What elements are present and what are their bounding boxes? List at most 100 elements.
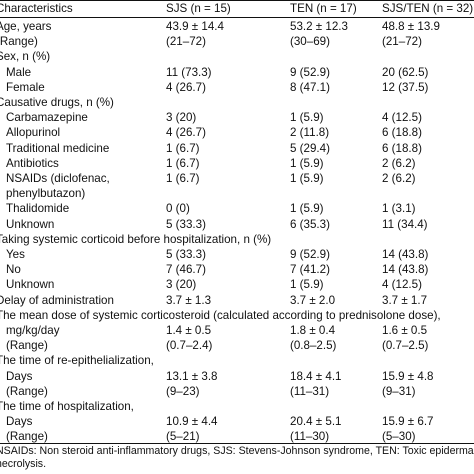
cell-sjs: (21–72) [166,35,206,49]
table-row: Days 10.9 ± 4.4 20.4 ± 5.1 15.9 ± 6.7 [0,415,474,429]
cell-sjs: 5 (33.3) [166,217,206,231]
cell-sjs-ten: (0.7–2.5) [382,339,429,353]
cell-sjs-ten: 2 (6.2) [382,156,416,170]
table-row: Unknown 3 (20) 1 (5.9) 4 (12.5) [0,278,474,292]
cell-ten: 1 (5.9) [290,202,324,216]
table-row: No 7 (46.7) 7 (41.2) 14 (43.8) [0,263,474,277]
footnote-line-1: NSAIDs: Non steroid anti-inflammatory dr… [0,445,474,457]
cell-ten: 1 (5.9) [290,278,324,292]
cell-sjs-ten: 1 (3.1) [382,202,416,216]
table-row: The mean dose of systemic corticosteroid… [0,309,474,323]
cell-ten: 7 (41.2) [290,263,330,277]
footnote-line-2: necrolysis. [0,458,47,470]
cell-sjs-ten: 11 (34.4) [382,217,428,231]
cell-sjs-ten: 15.9 ± 4.8 [382,369,434,383]
row-label: Female [6,80,45,94]
row-label: The time of re-epithelialization, [0,354,154,368]
cell-sjs: 3 (20) [166,278,197,292]
row-label: (Range) [6,339,48,353]
table-row: Days 13.1 ± 3.8 18.4 ± 4.1 15.9 ± 4.8 [0,370,474,384]
cell-sjs: 13.1 ± 3.8 [166,369,218,383]
cell-sjs: (9–23) [166,384,200,398]
row-label: Days [6,415,33,429]
cell-sjs: 1 (6.7) [166,156,200,170]
table-row: (Range) (5–21) (11–30) (5–30) [0,430,474,444]
cell-sjs-ten: 12 (37.5) [382,80,429,94]
cell-ten: 9 (52.9) [290,248,330,261]
row-label: Unknown [6,217,55,231]
cell-sjs: 5 (33.3) [166,248,206,261]
table-row: The time of re-epithelialization, [0,354,474,368]
cell-ten: 1 (5.9) [290,111,324,125]
table-row: phenylbutazon) [0,187,474,201]
row-label: phenylbutazon) [6,187,86,201]
cell-sjs-ten: 3.7 ± 1.7 [382,293,428,307]
row-label: No [6,263,21,277]
row-label: Antibiotics [6,156,59,170]
row-label: Days [6,369,33,383]
row-label: (Range) [6,430,48,444]
table-row: (Range) (9–23) (11–31) (9–31) [0,385,474,399]
cell-ten: 2 (11.8) [290,126,330,140]
cell-ten: 1.8 ± 0.4 [290,324,336,337]
table-row: Female 4 (26.7) 8 (47.1) 12 (37.5) [0,81,474,95]
cell-sjs-ten: 4 (12.5) [382,111,422,125]
row-label: Unknown [6,278,55,292]
cell-sjs-ten: 6 (18.8) [382,141,422,155]
table-row: (Range) (0.7–2.4) (0.8–2.5) (0.7–2.5) [0,339,474,353]
cell-sjs-ten: (5–30) [382,430,416,444]
header-rule [0,17,474,18]
table-row: Age, years 43.9 ± 14.4 53.2 ± 12.3 48.8 ± 1… [0,20,474,34]
row-label: NSAIDs (diclofenac, [6,172,110,185]
row-label: Yes [6,248,25,261]
cell-ten: 1 (5.9) [290,172,324,185]
cell-sjs: 11 (73.3) [166,65,212,79]
cell-sjs-ten: (21–72) [382,35,422,49]
row-label: Traditional medicine [6,141,110,155]
cell-ten: 53.2 ± 12.3 [290,20,348,33]
cell-sjs: (0.7–2.4) [166,339,213,353]
cell-ten: 18.4 ± 4.1 [290,369,342,383]
cell-sjs: (5–21) [166,430,200,444]
cell-ten: 8 (47.1) [290,80,330,94]
cell-sjs: 1.4 ± 0.5 [166,324,212,337]
table-row: mg/kg/day 1.4 ± 0.5 1.8 ± 0.4 1.6 ± 0.5 [0,324,474,338]
cell-sjs: 7 (46.7) [166,263,206,277]
row-label: Age, years [0,20,52,33]
cell-ten: 1 (5.9) [290,156,324,170]
row-label: Taking systemic corticoid before hospita… [0,232,272,246]
cell-sjs: 43.9 ± 14.4 [166,20,224,33]
cell-sjs-ten: 6 (18.8) [382,126,422,140]
cell-ten: 6 (35.3) [290,217,330,231]
cell-sjs-ten: 14 (43.8) [382,263,429,277]
table-row: Unknown 5 (33.3) 6 (35.3) 11 (34.4) [0,218,474,232]
table-row: Allopurinol 4 (26.7) 2 (11.8) 6 (18.8) [0,126,474,140]
row-label: Carbamazepine [6,111,88,125]
cell-sjs-ten: 2 (6.2) [382,172,416,185]
cell-sjs-ten: 20 (62.5) [382,65,429,79]
cell-ten: 3.7 ± 2.0 [290,293,336,307]
cell-sjs-ten: 15.9 ± 6.7 [382,415,434,429]
cell-ten: 5 (29.4) [290,141,330,155]
cell-sjs: 0 (0) [166,202,190,216]
table-row: Delay of administration 3.7 ± 1.3 3.7 ± 2.… [0,294,474,308]
table-row: Taking systemic corticoid before hospita… [0,233,474,247]
bottom-rule [0,443,474,444]
table-row: (Range) (21–72) (30–69) (21–72) [0,35,474,49]
row-label: mg/kg/day [6,324,60,337]
header-characteristics: Characteristics [0,2,73,15]
cell-sjs-ten: (9–31) [382,384,416,398]
cell-sjs-ten: 14 (43.8) [382,248,429,261]
table-row: Carbamazepine 3 (20) 1 (5.9) 4 (12.5) [0,111,474,125]
header-ten: TEN (n = 17) [290,2,357,15]
row-label: (Range) [6,384,48,398]
cell-sjs: 4 (26.7) [166,126,206,140]
row-label: Sex, n (%) [0,50,51,64]
top-rule [0,0,474,1]
table-row: The time of hospitalization, [0,400,474,414]
cell-sjs-ten: 48.8 ± 13.9 [382,20,440,33]
cell-sjs: 10.9 ± 4.4 [166,415,218,429]
table-row: Traditional medicine 1 (6.7) 5 (29.4) 6 (18… [0,142,474,156]
header-sjs-ten: SJS/TEN (n = 32) [382,2,474,15]
